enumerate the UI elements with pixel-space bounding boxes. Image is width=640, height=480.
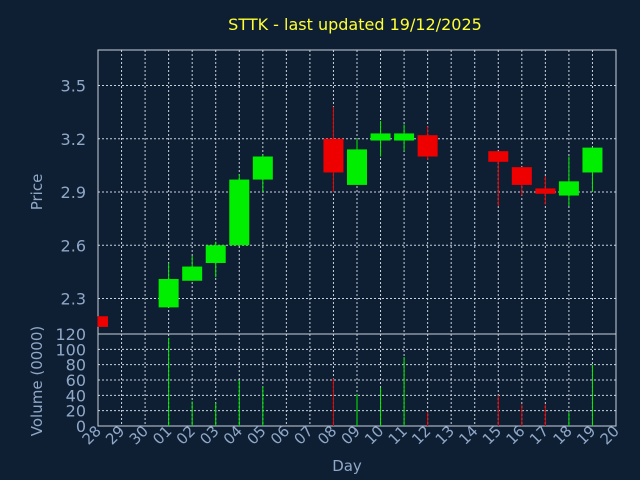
- price-tick-label: 2.3: [61, 290, 86, 309]
- candle-body: [205, 245, 226, 263]
- candle-body: [347, 149, 367, 185]
- volume-axis-title: Volume (0000): [28, 326, 46, 436]
- price-tick-label: 2.6: [61, 236, 86, 255]
- volume-tick-label: 60: [66, 371, 86, 390]
- volume-tick-label: 40: [66, 386, 86, 405]
- candle-body: [417, 135, 438, 157]
- candle-body: [252, 156, 273, 180]
- volume-tick-label: 100: [55, 340, 86, 359]
- candle-body: [98, 316, 108, 327]
- price-tick-label: 3.2: [61, 130, 86, 149]
- candle-body: [488, 151, 509, 162]
- candle-body: [229, 179, 250, 246]
- volume-tick-label: 120: [55, 325, 86, 344]
- price-panel: 2.3 2.6 2.9 3.2 3.5 Price: [28, 49, 617, 335]
- price-axis-title: Price: [28, 174, 46, 211]
- candle-body: [323, 138, 344, 173]
- candle-body: [182, 266, 203, 281]
- chart-title: STTK - last updated 19/12/2025: [228, 15, 482, 34]
- candle-body: [558, 181, 579, 196]
- price-tick-label: 3.5: [61, 77, 86, 96]
- candle-body: [511, 167, 532, 185]
- candle-body: [582, 147, 603, 173]
- volume-bars: [168, 337, 593, 426]
- candles: [97, 106, 603, 327]
- x-axis-title: Day: [332, 457, 362, 475]
- candle-body: [370, 133, 391, 141]
- x-ticks: 2829300102030405060708091011121314151617…: [79, 422, 623, 448]
- volume-tick-label: 80: [66, 356, 86, 375]
- price-tick-label: 2.9: [61, 183, 86, 202]
- price-y-ticks: 2.3 2.6 2.9 3.2 3.5: [61, 77, 86, 309]
- candle-body: [158, 278, 179, 308]
- candle-body: [394, 133, 415, 141]
- volume-tick-label: 20: [66, 402, 86, 421]
- volume-tick-label: 0: [76, 417, 86, 436]
- candle-body: [535, 188, 556, 194]
